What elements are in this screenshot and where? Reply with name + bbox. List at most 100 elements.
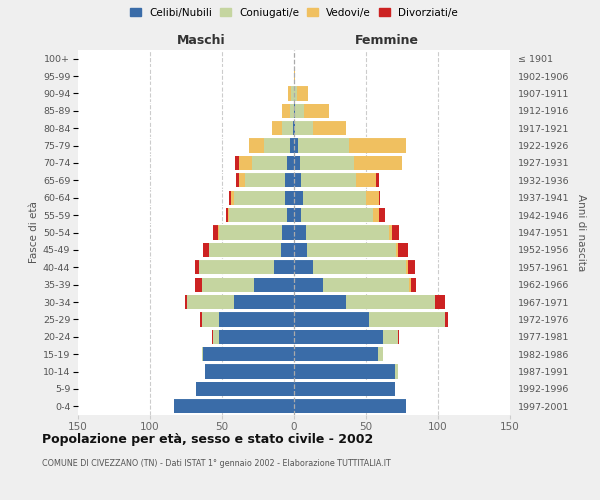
Bar [294,260,313,274]
Bar [294,347,377,362]
Bar [202,278,254,292]
Bar [392,226,399,239]
Bar [377,347,383,362]
Bar [281,243,294,257]
Bar [313,121,346,136]
Bar [202,347,203,362]
Text: Maschi: Maschi [176,34,226,48]
Bar [300,156,355,170]
Bar [194,278,202,292]
Bar [294,278,323,292]
Bar [297,86,308,101]
Bar [199,260,274,274]
Bar [218,226,219,239]
Bar [194,260,199,274]
Legend: Celibi/Nubili, Coniugati/e, Vedovi/e, Divorziati/e: Celibi/Nubili, Coniugati/e, Vedovi/e, Di… [130,8,458,18]
Bar [230,190,233,205]
Bar [200,312,202,326]
Bar [294,86,297,101]
Bar [219,312,294,326]
Bar [383,330,398,344]
Bar [295,121,313,136]
Bar [214,330,219,344]
Bar [187,295,233,309]
Bar [298,138,349,152]
Bar [355,156,402,170]
Bar [212,330,214,344]
Bar [307,243,396,257]
Bar [294,190,302,205]
Bar [294,226,305,239]
Bar [233,190,286,205]
Bar [236,173,239,188]
Bar [214,226,218,239]
Bar [445,312,448,326]
Bar [219,330,294,344]
Bar [294,156,300,170]
Text: Femmine: Femmine [355,34,419,48]
Bar [274,260,294,274]
Bar [209,243,281,257]
Bar [356,173,376,188]
Bar [294,69,295,83]
Bar [398,330,399,344]
Bar [301,208,373,222]
Bar [293,121,294,136]
Bar [287,156,294,170]
Bar [366,190,379,205]
Bar [349,138,406,152]
Bar [288,86,291,101]
Bar [313,260,406,274]
Bar [408,260,415,274]
Bar [398,243,408,257]
Bar [369,312,445,326]
Y-axis label: Anni di nascita: Anni di nascita [576,194,586,271]
Bar [379,190,380,205]
Bar [291,86,294,101]
Bar [294,399,406,413]
Bar [294,104,295,118]
Bar [203,243,209,257]
Bar [389,226,392,239]
Bar [254,278,294,292]
Bar [245,173,286,188]
Bar [203,347,294,362]
Bar [252,156,287,170]
Bar [379,208,385,222]
Bar [250,138,264,152]
Bar [229,190,230,205]
Bar [294,173,301,188]
Bar [283,121,293,136]
Bar [323,278,409,292]
Bar [185,295,187,309]
Bar [290,138,294,152]
Bar [376,173,379,188]
Text: Popolazione per età, sesso e stato civile - 2002: Popolazione per età, sesso e stato civil… [42,432,373,446]
Bar [373,208,379,222]
Bar [294,312,369,326]
Bar [219,226,283,239]
Bar [410,278,416,292]
Y-axis label: Fasce di età: Fasce di età [29,202,38,264]
Bar [264,138,290,152]
Bar [396,243,398,257]
Bar [283,104,290,118]
Bar [435,295,445,309]
Bar [409,278,410,292]
Bar [294,138,298,152]
Bar [272,121,283,136]
Bar [294,121,295,136]
Bar [346,295,435,309]
Bar [228,208,229,222]
Bar [229,208,287,222]
Bar [406,260,408,274]
Bar [290,104,294,118]
Bar [283,226,294,239]
Bar [294,243,307,257]
Bar [294,208,301,222]
Bar [202,312,219,326]
Bar [304,104,329,118]
Bar [286,173,294,188]
Bar [294,330,383,344]
Bar [305,226,389,239]
